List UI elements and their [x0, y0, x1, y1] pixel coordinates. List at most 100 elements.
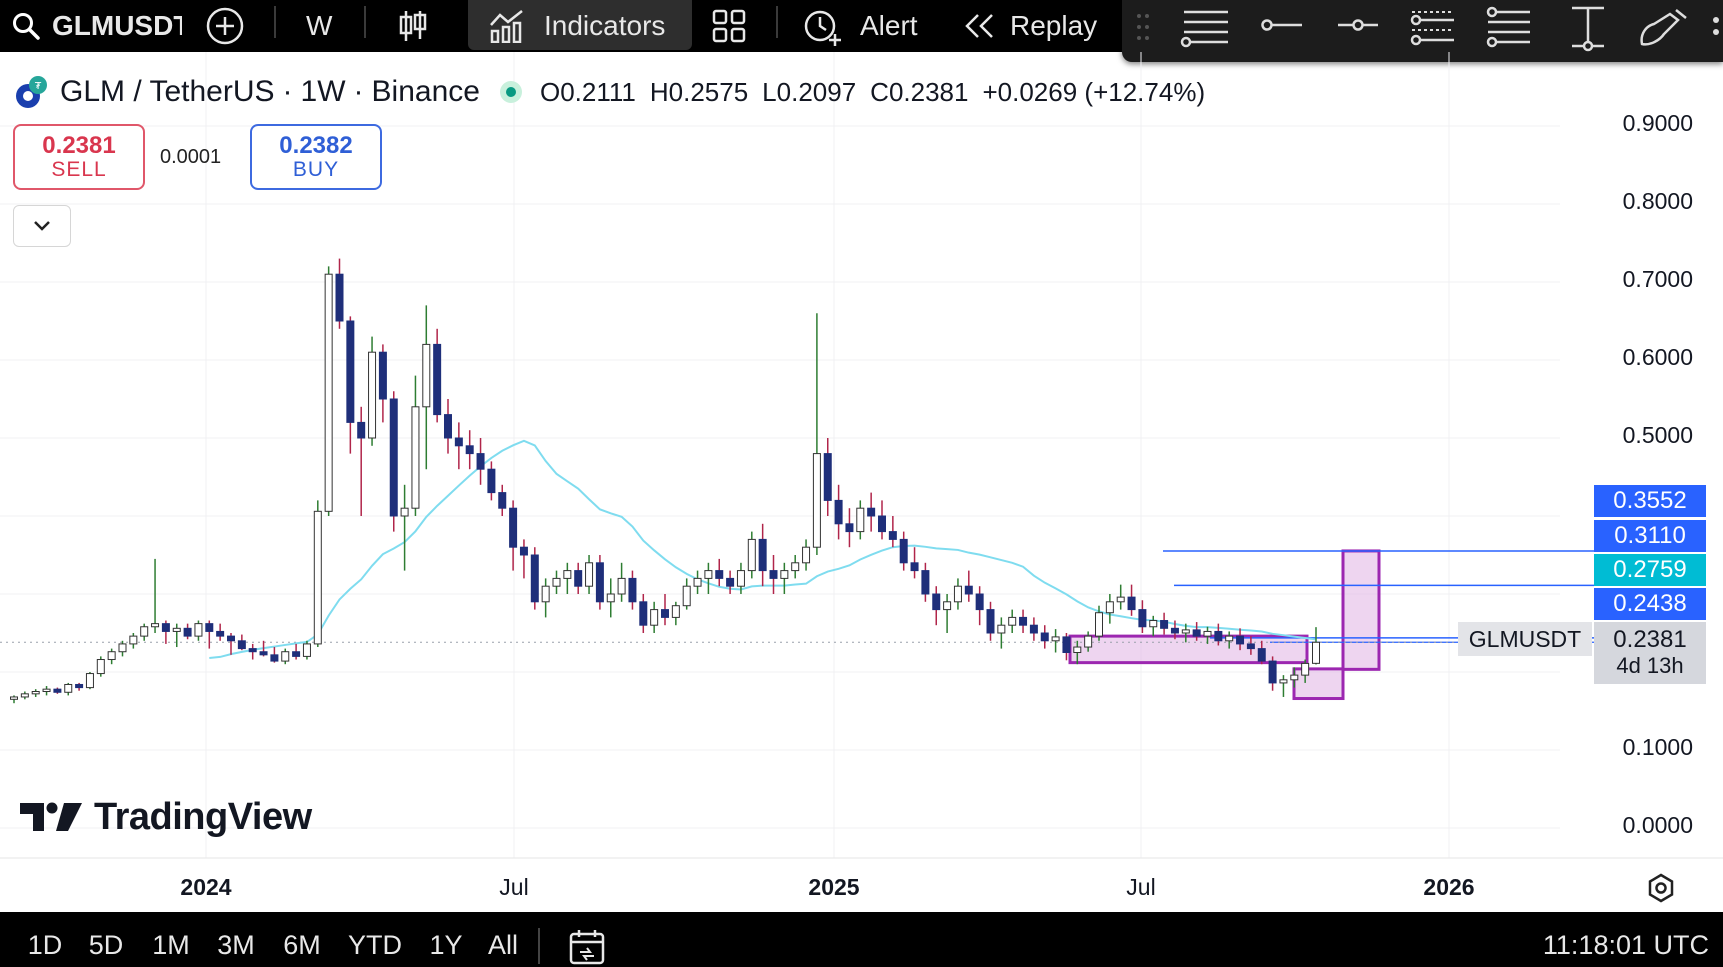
symbol-search-button[interactable]: GLMUSDT [12, 0, 182, 52]
candle-up [780, 570, 789, 579]
parallel-channel-icon[interactable] [1408, 6, 1458, 48]
drag-handle-icon[interactable] [1136, 12, 1150, 42]
price-axis-label: 0.7000 [1622, 266, 1693, 292]
buy-button[interactable]: 0.2382 BUY [250, 124, 382, 190]
candle-down [1062, 636, 1071, 654]
candle-up [1290, 674, 1299, 681]
candle-down [444, 414, 452, 439]
time-axis-label: Jul [1126, 874, 1156, 900]
chart-legend: ₮ GLM / TetherUS · 1W · Binance O0.2111 … [14, 72, 1219, 112]
candle-down [932, 593, 941, 611]
candle-up [856, 507, 865, 533]
candle-up [140, 626, 149, 637]
range-button-6m[interactable]: 6M [283, 930, 321, 960]
candle-up [617, 577, 626, 595]
candle-down [867, 507, 876, 517]
candle-down [628, 577, 637, 603]
symbol-label: GLMUSDT [52, 10, 182, 41]
sell-button[interactable]: 0.2381 SELL [13, 124, 145, 190]
candle-down [975, 593, 984, 611]
horizontal-line-icon[interactable] [1336, 10, 1380, 40]
candle-up [1073, 646, 1082, 653]
legend-pair[interactable]: GLM / TetherUS [60, 75, 275, 108]
price-chart[interactable] [0, 52, 1723, 912]
candle-down [1236, 635, 1245, 645]
candle-down [1019, 616, 1028, 626]
candle-up [400, 507, 409, 517]
interval-button[interactable]: W [306, 0, 332, 52]
chart-style-button[interactable] [398, 0, 428, 52]
candle-up [422, 343, 431, 408]
symbol-price-tag: GLMUSDT [1458, 622, 1592, 656]
candle-up [31, 691, 40, 695]
ma-price-tag: 0.2759 [1594, 554, 1706, 586]
horizontal-ray-icon[interactable] [1260, 10, 1304, 40]
market-status-dot[interactable] [499, 81, 522, 103]
goto-date-icon[interactable] [568, 928, 606, 966]
candle-up [997, 624, 1006, 634]
candle-down [845, 523, 854, 533]
candle-down [758, 538, 767, 572]
axis-settings-icon[interactable] [1645, 872, 1677, 904]
svg-text:₮: ₮ [35, 81, 42, 92]
horizontal-lines-icon[interactable] [1180, 6, 1232, 48]
range-button-3m[interactable]: 3M [217, 930, 255, 960]
candle-down [823, 453, 832, 501]
range-button-all[interactable]: All [487, 930, 519, 960]
replay-rewind-icon [965, 14, 993, 38]
candle-up [671, 605, 680, 618]
candle-up [302, 643, 311, 657]
candle-up [585, 562, 594, 587]
indicators-button[interactable]: Indicators [488, 0, 665, 52]
candle-up [1301, 662, 1310, 676]
utc-clock[interactable]: 11:18:01 UTC [1542, 930, 1709, 960]
candle-up [151, 623, 160, 628]
fib-levels-icon[interactable] [1484, 6, 1534, 48]
sell-price: 0.2381 [42, 132, 116, 160]
collapse-legend-button[interactable] [13, 205, 71, 247]
rectangle-drawing [1341, 549, 1381, 671]
candle-down [465, 445, 474, 455]
candle-down [1029, 624, 1038, 634]
candle-down [487, 468, 496, 494]
candle-up [1116, 596, 1125, 603]
candle-up [693, 577, 702, 587]
candle-up [1225, 635, 1234, 642]
layout-grid-icon [712, 9, 746, 43]
candle-down [921, 570, 930, 595]
candle-up [313, 510, 322, 645]
candle-down [237, 640, 246, 650]
candle-down [639, 601, 648, 626]
pen-brush-icon[interactable] [1636, 6, 1690, 48]
vertical-ruler-icon[interactable] [1566, 4, 1610, 52]
replay-button[interactable]: Replay [962, 0, 1097, 52]
range-button-1y[interactable]: 1Y [429, 930, 463, 960]
layout-button[interactable] [712, 0, 746, 52]
more-tools-icon[interactable] [1710, 14, 1722, 44]
compare-button[interactable] [205, 0, 245, 52]
range-button-1m[interactable]: 1M [152, 930, 190, 960]
range-button-5d[interactable]: 5D [88, 930, 124, 960]
range-button-1d[interactable]: 1D [27, 930, 63, 960]
candle-up [172, 627, 181, 632]
candle-down [661, 609, 669, 618]
sell-label: SELL [51, 157, 107, 181]
bar-countdown: 4d 13h [1616, 653, 1684, 679]
candle-up [736, 570, 745, 587]
candle-down [335, 273, 344, 322]
legend-change: +0.0269 (+12.74%) [982, 76, 1206, 107]
candle-down [476, 453, 485, 470]
candle-down [378, 351, 387, 400]
legend-close: C0.2381 [870, 76, 969, 107]
bottom-divider [538, 928, 540, 964]
drawing-toolbar [1122, 0, 1723, 62]
range-button-ytd[interactable]: YTD [348, 930, 402, 960]
candle-down [986, 609, 995, 634]
candle-up [1105, 601, 1114, 614]
candle-up [42, 688, 51, 692]
candle-up [682, 585, 691, 607]
candle-down [1192, 629, 1201, 637]
alert-button[interactable]: Alert [802, 0, 918, 52]
search-icon [13, 13, 40, 40]
